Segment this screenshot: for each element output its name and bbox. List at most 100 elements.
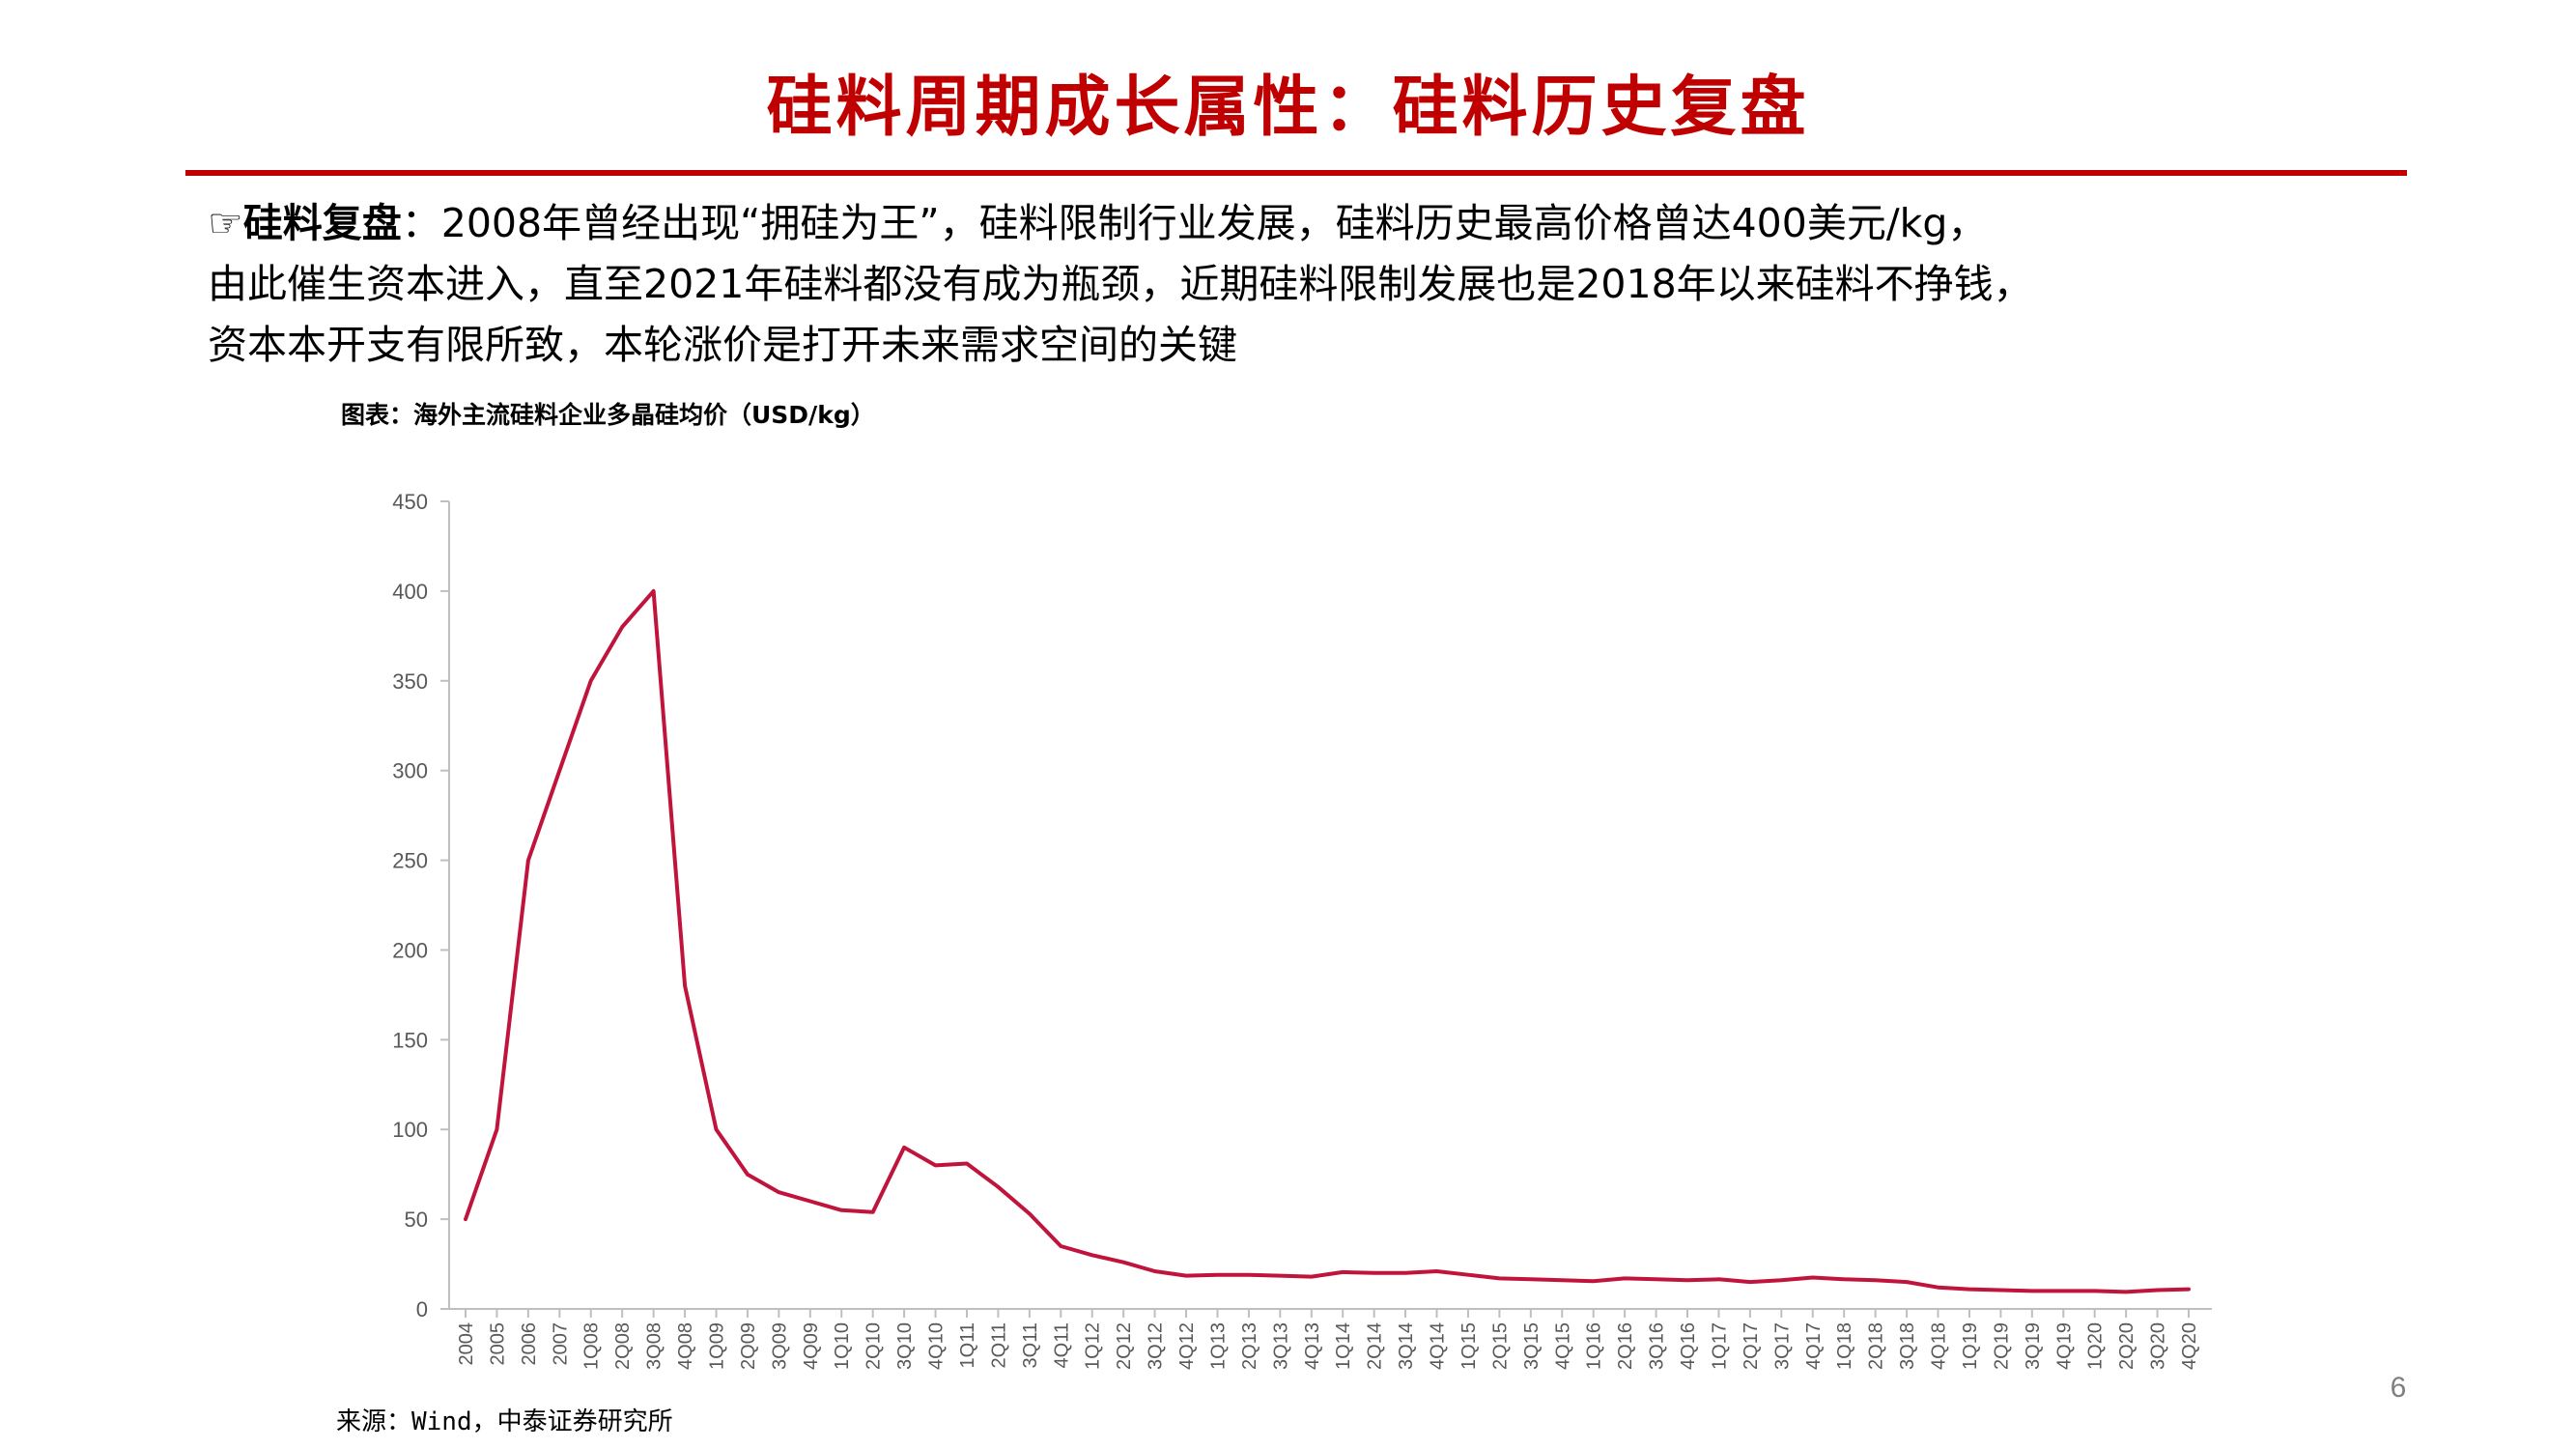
data-point	[1529, 1277, 1533, 1281]
x-tick-label: 3Q08	[644, 1322, 665, 1370]
x-tick-label: 2Q17	[1741, 1322, 1762, 1370]
data-point	[1905, 1280, 1909, 1284]
y-tick-label: 350	[392, 669, 428, 694]
x-tick-label: 2005	[487, 1322, 508, 1366]
data-point	[996, 1185, 1000, 1189]
y-tick-label: 450	[392, 490, 428, 514]
data-point	[2061, 1289, 2065, 1293]
x-tick-label: 3Q19	[2023, 1322, 2044, 1370]
x-tick-label: 3Q17	[1771, 1322, 1793, 1370]
x-tick-label: 2006	[519, 1322, 540, 1366]
data-point	[1967, 1288, 1971, 1292]
y-axis: 0 50 100 150 200 250 300 350 400 450	[392, 490, 450, 1321]
slide-title: 硅料周期成长属性：硅料历史复盘	[766, 69, 1810, 146]
data-point	[589, 679, 593, 683]
x-tick-label: 3Q09	[769, 1322, 790, 1370]
series-line	[464, 588, 2191, 1294]
x-tick-label: 2Q20	[2116, 1322, 2137, 1370]
x-tick-label: 2Q14	[1365, 1322, 1386, 1370]
data-point	[1153, 1269, 1157, 1273]
intro-line-1: ☞硅料复盘：2008年曾经出现“拥硅为王”，硅料限制行业发展，硅料历史最高价格曾…	[208, 193, 2410, 254]
data-point	[746, 1173, 750, 1177]
x-tick-label: 1Q14	[1333, 1322, 1354, 1370]
x-tick-label: 3Q20	[2148, 1322, 2169, 1370]
data-point	[1937, 1286, 1940, 1290]
chart-caption: 图表：海外主流硅料企业多晶硅均价（USD/kg）	[341, 401, 875, 429]
data-point	[839, 1208, 843, 1212]
y-tick-label: 0	[416, 1297, 428, 1321]
data-point	[1059, 1244, 1062, 1248]
data-point	[1811, 1276, 1815, 1280]
x-tick-label: 3Q10	[894, 1322, 916, 1370]
data-point	[965, 1162, 969, 1166]
x-tick-label: 3Q18	[1897, 1322, 1918, 1370]
x-tick-label: 4Q17	[1803, 1322, 1825, 1370]
x-tick-label: 2Q09	[738, 1322, 759, 1370]
data-point	[2156, 1289, 2160, 1293]
x-tick-label: 3Q13	[1270, 1322, 1291, 1370]
x-tick-label: 2Q10	[863, 1322, 885, 1370]
intro-line-1-text: ：2008年曾经出现“拥硅为王”，硅料限制行业发展，硅料历史最高价格曾达400美…	[401, 200, 1988, 246]
y-tick-label: 400	[392, 580, 428, 604]
y-tick-label: 250	[392, 849, 428, 873]
y-tick-label: 100	[392, 1118, 428, 1142]
data-point	[1466, 1273, 1470, 1277]
data-point	[2124, 1290, 2128, 1293]
x-axis: 2004 2005 2006 2007 1Q08 2Q08 3Q08 4Q08 1Q09 2Q09…	[449, 1308, 2212, 1370]
intro-lead: 硅料复盘	[242, 200, 402, 246]
data-point	[464, 1217, 467, 1221]
x-tick-label: 4Q13	[1302, 1322, 1323, 1370]
x-tick-label: 4Q12	[1176, 1322, 1198, 1370]
data-point	[1341, 1270, 1345, 1274]
data-point	[683, 984, 687, 988]
x-tick-label: 3Q11	[1020, 1322, 1041, 1368]
data-point	[1184, 1274, 1188, 1278]
source-note: 来源：Wind，中泰证券研究所	[336, 1407, 673, 1436]
x-tick-label: 1Q16	[1584, 1322, 1605, 1370]
x-tick-label: 1Q19	[1960, 1322, 1981, 1370]
data-point	[1247, 1273, 1251, 1277]
data-point	[934, 1163, 938, 1167]
x-tick-label: 2Q18	[1866, 1322, 1887, 1370]
data-point	[1655, 1277, 1658, 1281]
data-point	[1090, 1253, 1094, 1257]
y-tick-label: 50	[405, 1208, 428, 1232]
x-tick-label: 3Q15	[1521, 1322, 1543, 1370]
x-tick-label: 2Q15	[1489, 1322, 1511, 1370]
page-number: 6	[2390, 1372, 2407, 1404]
data-point	[495, 1127, 498, 1131]
data-point	[1842, 1277, 1846, 1281]
data-point	[808, 1200, 812, 1204]
intro-line-2: 由此催生资本进入，直至2021年硅料都没有成为瓶颈，近期硅料限制发展也是2018…	[208, 261, 2033, 307]
x-tick-label: 2Q13	[1239, 1322, 1260, 1370]
x-tick-label: 4Q18	[1929, 1322, 1950, 1370]
x-tick-label: 1Q20	[2085, 1322, 2107, 1370]
x-tick-label: 4Q19	[2053, 1322, 2075, 1370]
data-point	[1373, 1271, 1376, 1275]
data-point	[1435, 1269, 1439, 1273]
x-tick-label: 2Q16	[1615, 1322, 1636, 1370]
data-point	[652, 589, 656, 593]
data-point	[715, 1127, 719, 1131]
data-point	[1685, 1278, 1689, 1282]
x-tick-label: 1Q13	[1207, 1322, 1229, 1370]
data-point	[1748, 1280, 1752, 1284]
data-point	[1874, 1278, 1878, 1282]
intro-paragraph: ☞硅料复盘：2008年曾经出现“拥硅为王”，硅料限制行业发展，硅料历史最高价格曾…	[208, 193, 2410, 376]
x-tick-label: 4Q11	[1051, 1322, 1072, 1368]
x-tick-label: 1Q09	[706, 1322, 727, 1370]
x-tick-label: 1Q17	[1709, 1322, 1730, 1370]
y-tick-label: 300	[392, 759, 428, 783]
x-tick-label: 3Q16	[1647, 1322, 1668, 1370]
data-point	[557, 769, 561, 773]
data-point	[1028, 1212, 1032, 1216]
x-tick-label: 1Q18	[1834, 1322, 1855, 1370]
data-point	[1497, 1276, 1501, 1280]
data-point	[1592, 1279, 1596, 1283]
data-point	[777, 1190, 780, 1194]
data-point	[1310, 1275, 1314, 1279]
x-tick-label: 2Q11	[988, 1322, 1009, 1368]
data-point	[2093, 1289, 2097, 1293]
x-tick-label: 3Q12	[1146, 1322, 1167, 1370]
x-tick-label: 3Q14	[1396, 1322, 1417, 1370]
